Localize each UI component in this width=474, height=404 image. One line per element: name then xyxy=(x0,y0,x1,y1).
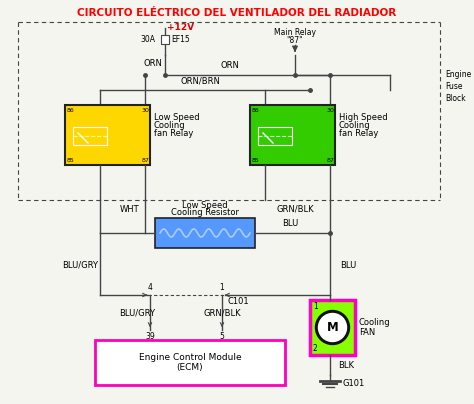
Text: GRN/BLK: GRN/BLK xyxy=(276,205,314,214)
Bar xyxy=(258,127,292,145)
Text: 30A: 30A xyxy=(140,34,155,44)
Text: BLK: BLK xyxy=(338,360,354,370)
Text: Engine Control Module: Engine Control Module xyxy=(139,353,241,362)
Text: 87: 87 xyxy=(142,158,150,163)
Text: 85: 85 xyxy=(67,158,75,163)
Circle shape xyxy=(316,311,349,345)
Bar xyxy=(155,218,255,248)
Bar xyxy=(250,105,335,165)
Text: BLU/GRY: BLU/GRY xyxy=(119,309,155,318)
Text: (ECM): (ECM) xyxy=(177,363,203,372)
Text: Main Relay: Main Relay xyxy=(274,28,316,37)
Text: 1: 1 xyxy=(313,302,318,311)
Text: BLU: BLU xyxy=(282,219,298,228)
Text: CIRCUITO ELÉCTRICO DEL VENTILADOR DEL RADIADOR: CIRCUITO ELÉCTRICO DEL VENTILADOR DEL RA… xyxy=(77,8,397,18)
Text: Fuse: Fuse xyxy=(445,82,463,91)
Text: 86: 86 xyxy=(252,108,260,113)
Text: C101: C101 xyxy=(228,297,250,306)
Text: ORN: ORN xyxy=(220,61,239,70)
Bar xyxy=(73,127,107,145)
Text: EF15: EF15 xyxy=(171,34,190,44)
Text: GRN/BLK: GRN/BLK xyxy=(203,309,241,318)
Text: High Speed: High Speed xyxy=(339,113,388,122)
Bar xyxy=(310,300,355,355)
Text: 1: 1 xyxy=(219,283,224,292)
Text: +12V: +12V xyxy=(167,23,194,32)
Text: 2: 2 xyxy=(313,344,318,353)
Text: Low Speed: Low Speed xyxy=(154,113,200,122)
Bar xyxy=(65,105,150,165)
Text: Cooling: Cooling xyxy=(339,121,371,130)
Text: 85: 85 xyxy=(252,158,260,163)
Text: 30: 30 xyxy=(327,108,335,113)
Circle shape xyxy=(319,314,346,341)
Text: fan Relay: fan Relay xyxy=(339,129,378,138)
Text: ORN: ORN xyxy=(143,59,162,67)
Text: BLU: BLU xyxy=(340,261,356,269)
Text: BLU/GRY: BLU/GRY xyxy=(62,261,98,269)
Text: M: M xyxy=(327,321,338,334)
Text: 39: 39 xyxy=(145,332,155,341)
Text: G101: G101 xyxy=(343,379,365,387)
Text: 4: 4 xyxy=(147,283,153,292)
Text: Low Speed: Low Speed xyxy=(182,201,228,210)
Text: Cooling: Cooling xyxy=(154,121,186,130)
Bar xyxy=(95,340,285,385)
Text: 5: 5 xyxy=(219,332,224,341)
Bar xyxy=(161,35,169,44)
Text: ORN/BRN: ORN/BRN xyxy=(180,76,220,85)
Text: Engine: Engine xyxy=(445,70,471,79)
Text: Block: Block xyxy=(445,94,465,103)
Text: WHT: WHT xyxy=(120,205,140,214)
Text: 30: 30 xyxy=(142,108,150,113)
Text: Cooling
FAN: Cooling FAN xyxy=(359,318,391,337)
Text: "87": "87" xyxy=(287,36,303,45)
Text: fan Relay: fan Relay xyxy=(154,129,193,138)
Text: 86: 86 xyxy=(67,108,75,113)
Text: Cooling Resistor: Cooling Resistor xyxy=(171,208,239,217)
Text: 87: 87 xyxy=(327,158,335,163)
